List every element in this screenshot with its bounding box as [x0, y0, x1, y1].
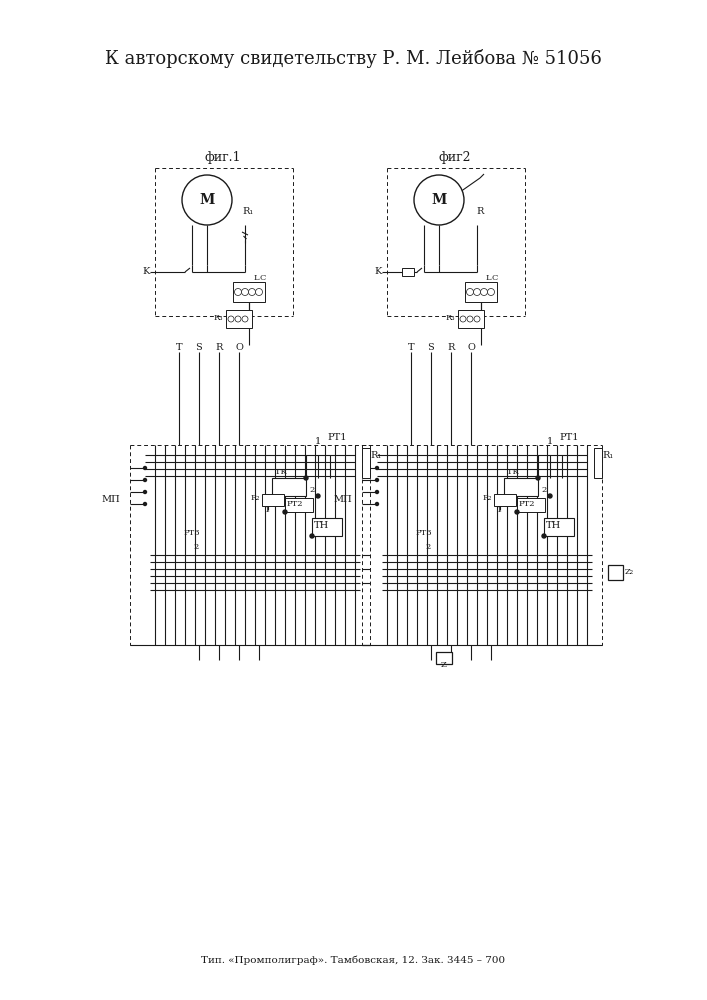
Text: R: R [216, 344, 223, 353]
Text: 1: 1 [265, 506, 271, 514]
Circle shape [467, 288, 474, 296]
Circle shape [467, 316, 473, 322]
Circle shape [536, 476, 540, 480]
Text: РТ1: РТ1 [559, 434, 579, 442]
Text: S: S [196, 344, 202, 353]
Circle shape [375, 479, 378, 482]
Text: L: L [486, 274, 491, 282]
Text: МП: МП [101, 495, 120, 504]
Bar [233, 282, 265, 302]
Circle shape [474, 316, 480, 322]
Bar [494, 494, 516, 506]
Circle shape [304, 476, 308, 480]
Text: R: R [477, 208, 484, 217]
Text: Z₂: Z₂ [625, 568, 634, 576]
Circle shape [542, 534, 546, 538]
Text: R₁: R₁ [243, 208, 254, 217]
Bar [517, 498, 545, 512]
Text: 2: 2 [194, 543, 199, 551]
Text: C: C [492, 274, 498, 282]
Bar [458, 310, 484, 328]
Text: РТ2: РТ2 [519, 500, 535, 508]
Circle shape [235, 288, 242, 296]
Circle shape [228, 316, 234, 322]
Circle shape [460, 316, 466, 322]
Bar [402, 268, 414, 276]
Text: фиг.1: фиг.1 [205, 151, 241, 164]
Circle shape [481, 288, 488, 296]
Bar [262, 494, 284, 506]
Text: K: K [374, 267, 381, 276]
Bar [362, 448, 370, 478]
Circle shape [235, 316, 241, 322]
Bar [312, 518, 342, 536]
Text: ГК: ГК [276, 468, 288, 476]
Text: R₂: R₂ [482, 494, 492, 502]
Circle shape [242, 288, 248, 296]
Text: T: T [175, 344, 182, 353]
Text: РТ2: РТ2 [287, 500, 303, 508]
Circle shape [144, 490, 146, 493]
Text: 1: 1 [497, 506, 503, 514]
Text: Тип. «Промполиграф». Тамбовская, 12. Зак. 3445 – 700: Тип. «Промполиграф». Тамбовская, 12. Зак… [201, 955, 505, 965]
Circle shape [310, 534, 314, 538]
Text: МП: МП [333, 495, 352, 504]
Circle shape [248, 288, 255, 296]
Text: M: M [431, 193, 447, 207]
Text: ГК: ГК [508, 468, 520, 476]
Bar [272, 478, 306, 496]
Text: РТ1: РТ1 [327, 434, 346, 442]
Bar [436, 652, 452, 664]
Text: O: O [467, 344, 475, 353]
Bar [594, 448, 602, 478]
Circle shape [242, 316, 248, 322]
Circle shape [548, 494, 552, 498]
Circle shape [474, 288, 481, 296]
Text: РТ3: РТ3 [416, 529, 432, 537]
Circle shape [316, 494, 320, 498]
Bar [608, 565, 623, 580]
Text: фиг2: фиг2 [439, 151, 472, 164]
Circle shape [255, 288, 262, 296]
Circle shape [375, 466, 378, 470]
Text: R₃: R₃ [445, 314, 455, 322]
Text: S: S [428, 344, 434, 353]
Circle shape [182, 175, 232, 225]
Text: 2: 2 [426, 543, 431, 551]
Text: К авторскому свидетельству Р. М. Лейбова № 51056: К авторскому свидетельству Р. М. Лейбова… [105, 48, 602, 68]
Text: 1: 1 [315, 436, 321, 446]
Bar [504, 478, 538, 496]
Text: 2: 2 [542, 486, 547, 494]
Circle shape [488, 288, 494, 296]
Bar [465, 282, 497, 302]
Circle shape [144, 466, 146, 470]
Text: C: C [260, 274, 267, 282]
Text: R: R [448, 344, 455, 353]
Circle shape [375, 502, 378, 506]
Circle shape [375, 490, 378, 493]
Text: M: M [199, 193, 215, 207]
Text: R₂: R₂ [250, 494, 259, 502]
Text: L: L [254, 274, 259, 282]
Text: R₁: R₁ [602, 450, 613, 460]
Circle shape [144, 479, 146, 482]
Circle shape [515, 510, 519, 514]
Bar [285, 498, 313, 512]
Text: Z: Z [441, 661, 447, 669]
Text: ТН: ТН [547, 520, 561, 530]
Text: R₁: R₁ [370, 450, 381, 460]
Text: K: K [142, 267, 149, 276]
Circle shape [414, 175, 464, 225]
Text: 1: 1 [547, 436, 553, 446]
Circle shape [283, 510, 287, 514]
Text: T: T [408, 344, 414, 353]
Text: R₃: R₃ [214, 314, 223, 322]
Text: 2: 2 [310, 486, 315, 494]
Bar [544, 518, 574, 536]
Text: O: O [235, 344, 243, 353]
Text: ТН: ТН [315, 520, 329, 530]
Text: РТ3: РТ3 [184, 529, 200, 537]
Bar [226, 310, 252, 328]
Circle shape [144, 502, 146, 506]
